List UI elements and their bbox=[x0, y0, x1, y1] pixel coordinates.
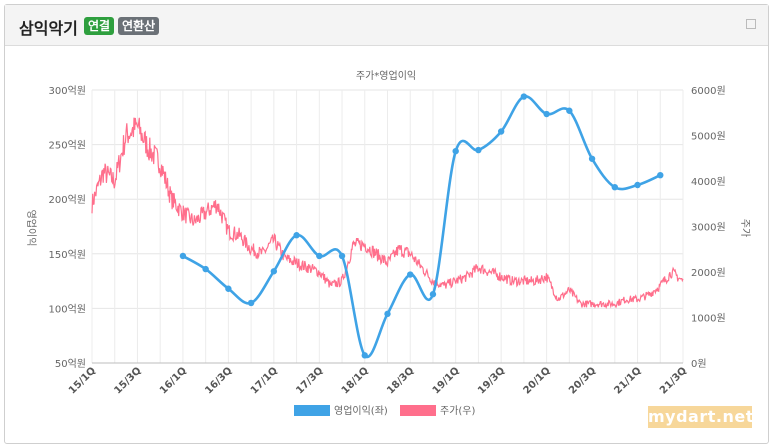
expand-icon[interactable] bbox=[746, 19, 756, 29]
legend-label-price[interactable]: 주가(우) bbox=[440, 405, 476, 417]
x-tick: 15/1Q bbox=[67, 365, 98, 396]
y-left-tick: 300억원 bbox=[49, 85, 87, 97]
y-right-tick: 0원 bbox=[691, 358, 707, 370]
profit-point[interactable] bbox=[588, 155, 596, 162]
profit-point[interactable] bbox=[225, 285, 232, 292]
legend: 영업이익(좌) 주가(우) bbox=[294, 404, 476, 417]
profit-point[interactable] bbox=[179, 252, 187, 260]
x-tick: 19/3Q bbox=[476, 365, 507, 396]
profit-point[interactable] bbox=[202, 265, 209, 273]
profit-point[interactable] bbox=[657, 171, 664, 179]
price-series-line bbox=[91, 117, 684, 310]
profit-point[interactable] bbox=[452, 147, 459, 155]
y-right-tick: 1000원 bbox=[691, 313, 726, 325]
profit-point[interactable] bbox=[429, 291, 437, 298]
x-tick: 21/1Q bbox=[613, 365, 644, 396]
x-tick: 19/1Q bbox=[431, 365, 462, 396]
profit-series-line bbox=[182, 95, 661, 359]
y-left-tick: 100억원 bbox=[49, 303, 87, 315]
company-title: 삼익악기 bbox=[19, 19, 78, 38]
x-tick: 16/1Q bbox=[158, 365, 189, 396]
x-tick: 15/3Q bbox=[112, 365, 143, 396]
x-tick: 17/1Q bbox=[249, 365, 280, 396]
y-right-tick: 5000원 bbox=[691, 131, 726, 143]
profit-point[interactable] bbox=[316, 252, 323, 260]
legend-swatch-price[interactable] bbox=[400, 405, 436, 416]
y-right-tick: 4000원 bbox=[691, 176, 726, 188]
profit-points bbox=[179, 93, 664, 359]
y-left-tick: 50억원 bbox=[55, 358, 86, 370]
profit-point[interactable] bbox=[247, 299, 255, 307]
x-tick: 18/1Q bbox=[340, 365, 371, 396]
profit-point[interactable] bbox=[407, 271, 414, 278]
profit-point[interactable] bbox=[566, 107, 573, 114]
y-right-tick: 6000원 bbox=[691, 85, 726, 97]
legend-swatch-profit[interactable] bbox=[294, 405, 330, 416]
profit-point[interactable] bbox=[293, 232, 300, 239]
y-right-tick: 3000원 bbox=[691, 222, 726, 234]
y-left-tick: 250억원 bbox=[49, 140, 87, 152]
profit-point[interactable] bbox=[497, 128, 505, 135]
y-left-title: 영업이익 bbox=[25, 210, 38, 247]
y-left-tick: 150억원 bbox=[49, 249, 87, 261]
panel-header: 삼익악기 연결 연환산 bbox=[5, 5, 768, 46]
consolidated-badge[interactable]: 연결 bbox=[84, 17, 115, 35]
profit-point[interactable] bbox=[384, 310, 391, 318]
legend-label-profit[interactable]: 영업이익(좌) bbox=[334, 404, 388, 417]
x-tick: 20/3Q bbox=[567, 365, 598, 396]
profit-point[interactable] bbox=[634, 181, 641, 189]
x-tick: 16/3Q bbox=[203, 365, 234, 396]
watermark: mydart.net bbox=[648, 406, 754, 428]
x-tick: 18/3Q bbox=[385, 365, 416, 396]
y-right-title: 주가 bbox=[739, 219, 751, 237]
y-right-tick: 2000원 bbox=[691, 267, 726, 279]
profit-point[interactable] bbox=[475, 146, 482, 154]
x-tick: 21/3Q bbox=[658, 365, 689, 396]
profit-point[interactable] bbox=[270, 268, 278, 275]
profit-point[interactable] bbox=[338, 252, 346, 260]
y-left-tick: 200억원 bbox=[49, 194, 87, 206]
profit-point[interactable] bbox=[520, 93, 528, 100]
grid bbox=[91, 89, 684, 364]
x-tick: 20/1Q bbox=[522, 365, 553, 396]
chart-title: 주가*영업이익 bbox=[356, 69, 416, 82]
annualized-badge[interactable]: 연환산 bbox=[118, 17, 160, 35]
profit-point[interactable] bbox=[611, 183, 619, 191]
chart-panel: 삼익악기 연결 연환산 bbox=[4, 4, 769, 444]
profit-point[interactable] bbox=[543, 110, 550, 118]
x-tick: 17/3Q bbox=[294, 365, 325, 396]
profit-point[interactable] bbox=[361, 352, 368, 359]
